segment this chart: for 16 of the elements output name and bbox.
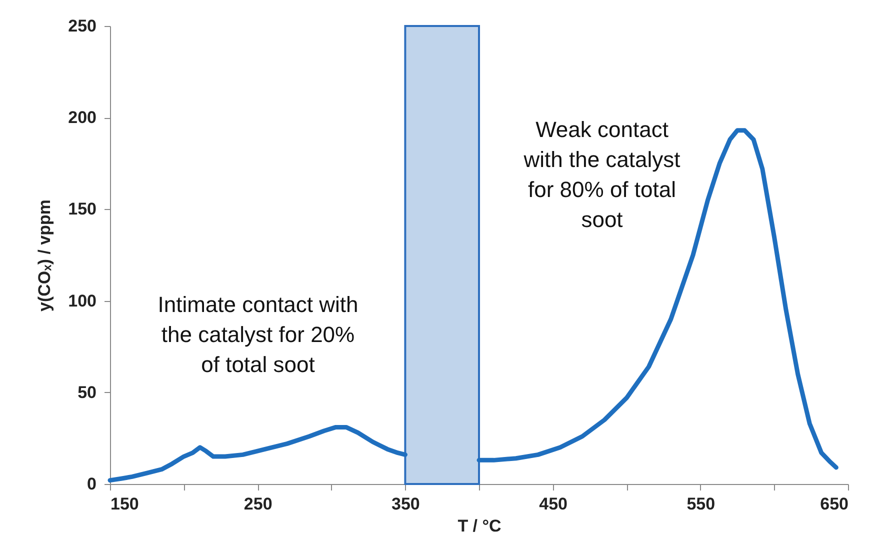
y-axis-title: y(COₓ) / vppm [35, 199, 54, 312]
y-tick-label: 150 [68, 200, 96, 219]
x-tick-label: 650 [820, 494, 848, 514]
y-tick-label: 200 [68, 108, 96, 128]
y-tick-label: 50 [78, 382, 96, 402]
x-tick-label: 550 [686, 494, 716, 514]
x-tick-label: 450 [539, 494, 568, 514]
y-tick-label: 100 [68, 291, 96, 310]
x-tick-label: 250 [244, 494, 272, 514]
annotation: Weak contact with the catalyst for 80% of total soot [522, 117, 680, 232]
y-tick-label: 250 [68, 16, 96, 36]
y-tick-label: 0 [87, 474, 96, 494]
x-tick-label: 350 [392, 494, 420, 514]
x-tick-label: 150 [110, 494, 139, 514]
x-axis-title: T / °C [458, 516, 502, 536]
annotation: Intimate contact with the catalyst for 20% of total soot [158, 292, 358, 377]
